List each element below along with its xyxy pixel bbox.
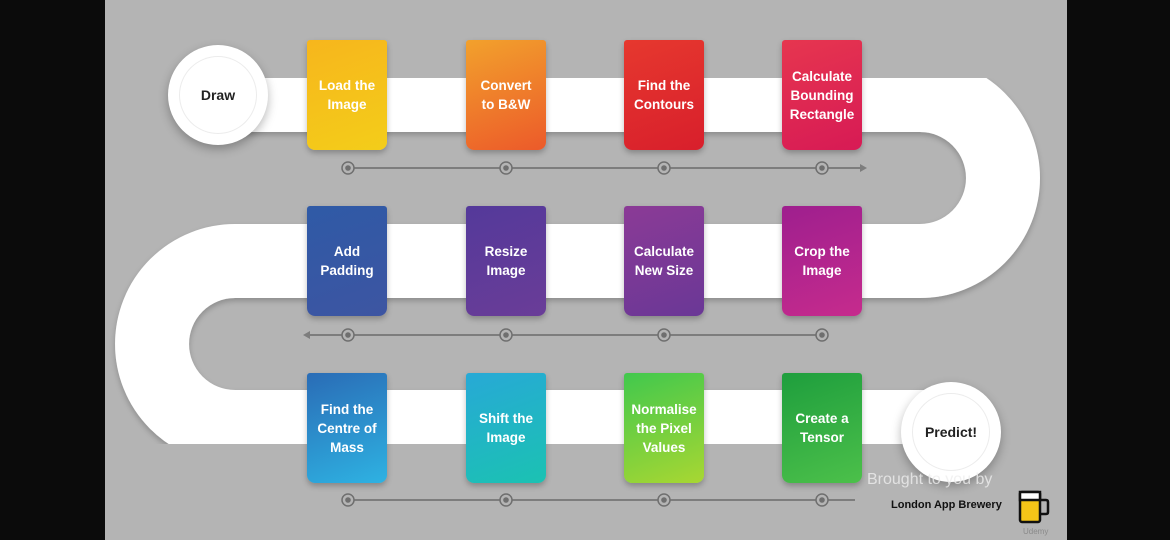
timeline-row-1: [343, 164, 867, 172]
watermark-text: Brought to you by: [867, 471, 993, 488]
timeline-dot-center: [819, 332, 825, 338]
step-card-create-tensor: Create a Tensor: [782, 373, 862, 483]
timeline-dot-center: [503, 497, 509, 503]
step-card-normalise-pixels: Normalise the Pixel Values: [624, 373, 704, 483]
start-node: Draw: [168, 45, 268, 145]
start-node-label: Draw: [200, 87, 236, 103]
end-node: Predict!: [901, 382, 1001, 482]
timeline-dot-center: [819, 165, 825, 171]
step-card-crop-image: Crop the Image: [782, 206, 862, 316]
timeline-dots: [341, 161, 829, 507]
step-card-convert-bw: Convert to B&W: [466, 40, 546, 150]
timeline-dot-center: [345, 165, 351, 171]
brand-name: London App Brewery: [891, 499, 1002, 511]
timeline-dot-center: [503, 332, 509, 338]
timeline-dot-center: [503, 165, 509, 171]
step-card-add-padding: Add Padding: [307, 206, 387, 316]
step-card-centre-of-mass: Find the Centre of Mass: [307, 373, 387, 483]
timeline-dot-center: [661, 165, 667, 171]
step-card-resize-image: Resize Image: [466, 206, 546, 316]
timeline-dot-center: [661, 497, 667, 503]
timeline-dot-center: [345, 332, 351, 338]
step-card-load-image: Load the Image: [307, 40, 387, 150]
platform-watermark: Udemy: [1023, 527, 1049, 536]
timeline-dot-center: [819, 497, 825, 503]
step-card-calc-new-size: Calculate New Size: [624, 206, 704, 316]
timeline-dot-center: [345, 497, 351, 503]
road-track: [115, 58, 1040, 464]
step-card-shift-image: Shift the Image: [466, 373, 546, 483]
step-card-find-contours: Find the Contours: [624, 40, 704, 150]
timeline-dot-center: [661, 332, 667, 338]
diagram-canvas: Draw Predict! Load the Image Convert to …: [105, 0, 1067, 540]
beer-mug-icon: [1018, 490, 1050, 524]
road-path: [115, 58, 1040, 507]
step-card-bounding-rect: Calculate Bounding Rectangle: [782, 40, 862, 150]
timeline-row-2: [303, 331, 827, 339]
end-node-label: Predict!: [924, 424, 978, 440]
